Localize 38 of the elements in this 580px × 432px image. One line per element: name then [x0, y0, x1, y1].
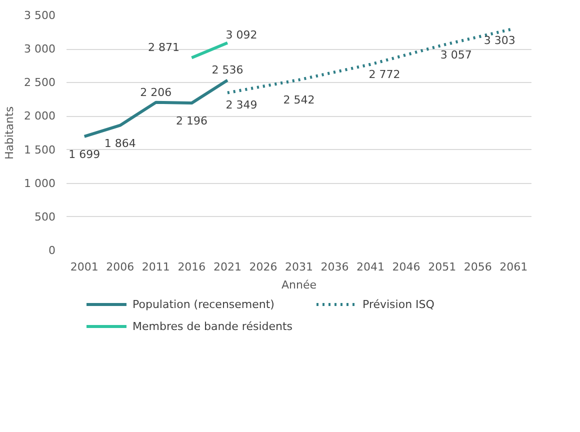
- x-axis-title: Année: [282, 278, 317, 292]
- data-label: 2 871: [148, 41, 180, 54]
- x-tick-label: 2046: [392, 260, 420, 274]
- legend-label: Population (recensement): [132, 298, 274, 311]
- x-tick-label: 2061: [500, 260, 528, 274]
- y-tick-label: 1 000: [24, 176, 56, 190]
- legend-label: Prévision ISQ: [362, 298, 435, 311]
- legend-label: Membres de bande résidents: [132, 320, 293, 333]
- data-label: 1 864: [104, 136, 136, 150]
- data-label: 2 349: [226, 98, 258, 112]
- data-label: 2 206: [140, 86, 172, 99]
- y-axis-title: Habitants: [3, 106, 16, 160]
- x-tick-label: 2056: [464, 260, 492, 274]
- x-tick-label: 2031: [285, 260, 314, 274]
- data-label: 2 196: [176, 114, 208, 128]
- y-tick-label: 0: [48, 244, 56, 257]
- x-tick-label: 2001: [70, 260, 98, 274]
- y-tick-label: 3 000: [24, 42, 56, 56]
- x-tick-label: 2006: [106, 260, 134, 274]
- data-label: 2 542: [283, 93, 315, 106]
- y-tick-label: 2 000: [24, 110, 56, 123]
- y-tick-label: 3 500: [24, 9, 56, 22]
- x-tick-label: 2041: [356, 260, 385, 274]
- y-tick-label: 1 500: [24, 143, 56, 156]
- y-tick-label: 2 500: [24, 76, 56, 90]
- data-label: 2 772: [368, 68, 400, 81]
- data-label: 3 057: [440, 48, 472, 62]
- data-label: 3 303: [484, 34, 516, 48]
- x-tick-label: 2016: [178, 260, 206, 274]
- x-tick-label: 2021: [213, 260, 242, 274]
- x-tick-label: 2051: [428, 260, 456, 274]
- data-label: 2 536: [212, 64, 244, 77]
- x-tick-label: 2036: [320, 260, 349, 274]
- data-label: 3 092: [226, 28, 258, 42]
- x-tick-label: 2026: [249, 260, 278, 274]
- data-label: 1 699: [68, 148, 100, 161]
- x-tick-label: 2011: [142, 260, 170, 274]
- y-tick-label: 500: [34, 210, 56, 224]
